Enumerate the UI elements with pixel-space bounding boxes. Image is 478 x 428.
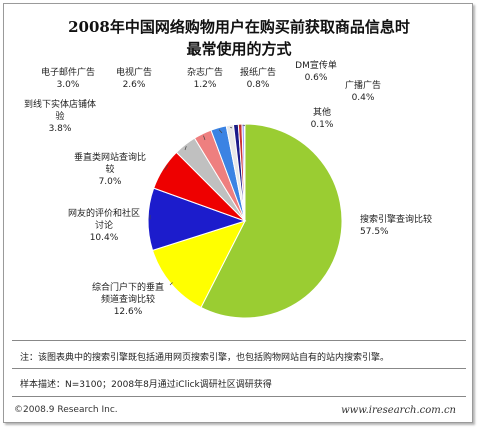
slice-value-label: 7.0% [99,177,122,187]
footnote-definition: 注：该图表典中的搜索引擎既包括通用网页搜索引擎，也包括购物网站自有的站内搜索引擎… [20,353,390,363]
leader-line [243,124,245,127]
slice-name-label: 其他 [313,106,331,118]
pie-slice [200,123,343,319]
slice-value-label: 2.6% [123,80,146,90]
divider [12,340,466,341]
slice-name-label: DM宣传单 [295,59,337,71]
slice-value-label: 10.4% [90,233,119,243]
slice-name-label: 电子邮件广告 [41,66,95,78]
leader-line [218,129,223,134]
source-url: www.iresearch.com.cn [341,405,456,416]
chart-title: 2008年中国网络购物用户在购买前获取商品信息时 [68,18,410,36]
divider [12,396,466,397]
slice-value-label: 0.1% [311,120,334,130]
pie-slice [243,123,246,222]
slice-value-label: 3.8% [49,124,72,134]
copyright-text: ©2008.9 Research Inc. [14,405,118,415]
slice-name-label: 搜索引擎查询比较 [360,213,432,225]
divider [12,368,466,369]
slice-name-label: 垂直类网站查询比较 [74,151,146,175]
slice-name-label: 报纸广告 [240,66,276,78]
slice-name-label: 杂志广告 [187,66,223,78]
slice-value-label: 3.0% [57,80,80,90]
leader-line [203,135,206,141]
slice-name-label: 广播广告 [345,79,381,91]
slice-value-label: 12.6% [114,307,143,317]
chart-subtitle: 最常使用的方式 [186,40,292,58]
slice-name-label: 到线下实体店铺体验 [24,98,96,122]
slice-name-label: 综合门户下的垂直频道查询比较 [92,281,164,305]
leader-line [184,146,187,151]
footnote-sample: 样本描述：N=3100；2008年8月通过iClick调研社区调研获得 [20,380,272,390]
slice-value-label: 57.5% [360,227,389,237]
slice-name-label: 网友的评价和社区讨论 [68,207,140,231]
leader-line [164,164,169,171]
slice-value-label: 1.2% [194,80,217,90]
slice-value-label: 0.6% [305,73,328,83]
slice-value-label: 0.8% [247,80,270,90]
leader-line [169,282,173,286]
slice-name-label: 电视广告 [116,66,152,78]
leader-line [229,126,233,129]
slice-value-label: 0.4% [352,93,375,103]
